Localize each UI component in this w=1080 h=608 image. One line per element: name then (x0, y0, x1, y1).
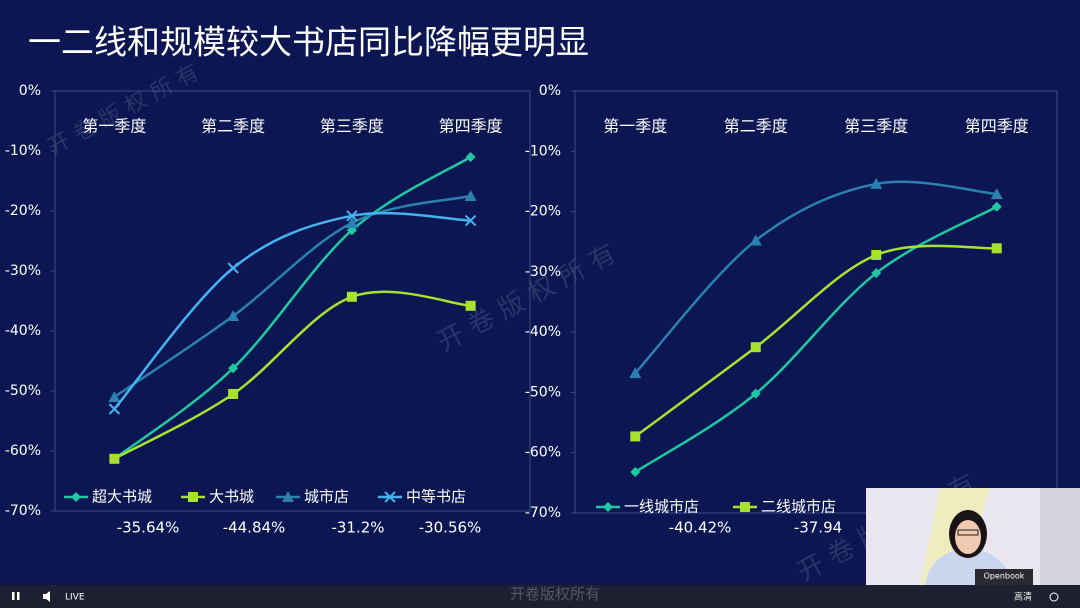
legend-label: 中等书店 (406, 488, 466, 506)
point (228, 363, 239, 374)
legend-marker (282, 491, 294, 502)
point (346, 210, 358, 222)
y-tick-label: -50% (525, 384, 561, 400)
legend-marker (71, 492, 81, 502)
point (228, 389, 239, 399)
series-line (113, 211, 471, 410)
webcam-overlay: Openbook (866, 488, 1080, 585)
pause-icon (12, 592, 15, 600)
y-tick-label: -70% (525, 505, 561, 521)
category-label: 第二季度 (201, 117, 265, 136)
pause-icon (17, 592, 20, 600)
point (108, 391, 121, 402)
y-tick-label: -30% (5, 263, 41, 279)
y-tick-label: -40% (5, 323, 41, 339)
series-note: -37.94 (794, 519, 842, 537)
y-tick-label: -60% (5, 443, 41, 459)
point (346, 291, 357, 302)
point (630, 467, 641, 478)
y-tick-label: -30% (525, 264, 561, 280)
point (990, 188, 1003, 200)
legend-label: 城市店 (304, 488, 349, 506)
pause-button[interactable] (12, 592, 20, 600)
category-label: 第一季度 (82, 117, 146, 136)
point (629, 367, 642, 379)
quality-button[interactable]: 高清 (1014, 591, 1032, 603)
point (991, 201, 1002, 212)
series-line (634, 244, 997, 438)
point (750, 342, 761, 353)
fullscreen-button[interactable] (1049, 592, 1059, 602)
y-tick-label: 0% (539, 83, 561, 99)
point (345, 217, 358, 228)
point (750, 388, 761, 399)
person-glasses (957, 529, 979, 536)
series-note: -30.56% (419, 519, 482, 537)
point (630, 431, 641, 442)
volume-button[interactable] (43, 591, 50, 602)
legend-marker (188, 492, 198, 502)
point (464, 190, 477, 201)
series-line (634, 180, 997, 374)
series-line (113, 155, 472, 460)
legend-label: 二线城市店 (761, 498, 836, 516)
y-tick-label: 0% (19, 83, 41, 99)
legend-label: 超大书城 (92, 488, 152, 506)
player-bar (0, 585, 1080, 608)
series-line (113, 194, 471, 399)
point (871, 249, 882, 260)
point (749, 234, 762, 246)
category-label: 第三季度 (844, 117, 908, 136)
plot-frame (574, 90, 1058, 514)
legend-marker (603, 502, 613, 512)
point (109, 453, 120, 464)
category-label: 第三季度 (320, 117, 384, 136)
category-label: 第四季度 (965, 117, 1029, 136)
legend-label: 大书城 (209, 488, 254, 506)
category-label: 第一季度 (603, 117, 667, 136)
series-note: -40.42% (669, 519, 732, 537)
point (870, 177, 883, 189)
point (464, 214, 477, 227)
slide-title: 一二线和规模较大书店同比降幅更明显 (28, 23, 589, 62)
person-face (955, 520, 981, 554)
point (871, 268, 882, 279)
plot-frame (54, 90, 531, 512)
category-label: 第四季度 (439, 117, 503, 136)
series-note: -35.64% (117, 519, 180, 537)
footer-watermark: 开卷版权所有 (510, 585, 600, 603)
point (108, 403, 121, 415)
legend-marker (384, 491, 396, 503)
point (991, 243, 1002, 254)
point (227, 310, 240, 321)
point (227, 262, 239, 274)
y-tick-label: -70% (5, 503, 41, 519)
series-line (113, 290, 471, 460)
legend-marker (740, 502, 750, 512)
webcam-backdrop (1040, 488, 1080, 585)
point (465, 152, 476, 162)
live-label: LIVE (65, 593, 85, 603)
y-tick-label: -20% (525, 204, 561, 220)
y-tick-label: -10% (525, 143, 561, 159)
series-line (634, 205, 998, 474)
legend-label: 一线城市店 (624, 498, 699, 516)
y-tick-label: -60% (525, 445, 561, 461)
series-note: -44.84% (223, 519, 286, 537)
y-tick-label: -40% (525, 324, 561, 340)
laptop-label: Openbook (984, 572, 1025, 581)
y-tick-label: -20% (5, 203, 41, 219)
category-label: 第二季度 (724, 117, 788, 136)
y-tick-label: -10% (5, 143, 41, 159)
point (465, 300, 476, 311)
laptop (975, 569, 1033, 585)
series-note: -31.2% (331, 519, 384, 537)
y-tick-label: -50% (5, 383, 41, 399)
